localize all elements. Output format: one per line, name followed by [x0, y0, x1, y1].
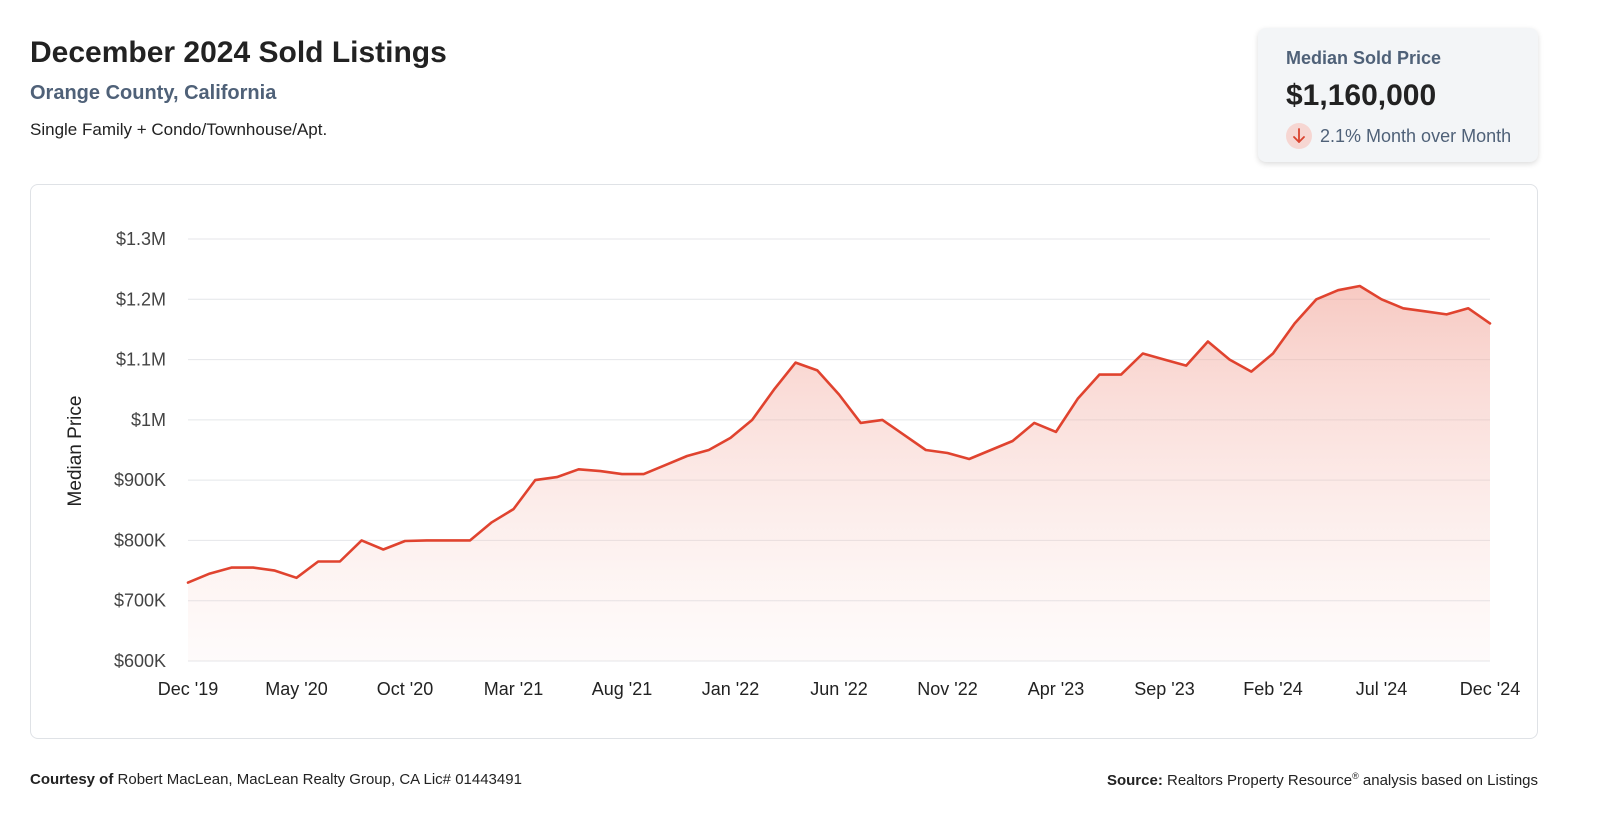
- x-tick-label: Apr '23: [1028, 679, 1084, 699]
- median-price-line: [186, 284, 1492, 584]
- arrow-down-icon: [1286, 123, 1312, 149]
- card-label: Median Sold Price: [1286, 48, 1442, 68]
- y-tick-label: $1.2M: [116, 289, 166, 309]
- x-tick-label: Aug '21: [592, 679, 653, 699]
- x-tick-label: Dec '24: [1460, 679, 1520, 699]
- y-tick-label: $1.1M: [116, 350, 166, 370]
- source-footer: Source: Realtors Property Resource® anal…: [1107, 771, 1538, 789]
- chart-frame: $600K $700K $800K $900K $1M $1.1M $1.2M $1.3M D…: [30, 184, 1538, 739]
- y-tick-label: $700K: [114, 591, 166, 611]
- y-tick-label: $1M: [131, 410, 166, 430]
- x-tick-label: Dec '19: [158, 679, 218, 699]
- source-text: Realtors Property Resource: [1167, 772, 1353, 789]
- courtesy-label: Courtesy of: [30, 771, 114, 788]
- registered-mark: ®: [1352, 771, 1359, 781]
- source-label: Source:: [1106, 772, 1163, 789]
- card-change: 2.1% Month over Month: [1286, 123, 1538, 149]
- y-axis-label: Median Price: [65, 396, 86, 507]
- y-tick-label: $800K: [114, 530, 166, 550]
- x-tick-label: Jun '22: [810, 679, 867, 699]
- courtesy-text: Robert MacLean, MacLean Realty Group, CA…: [117, 771, 522, 788]
- median-price-chart: $600K $700K $800K $900K $1M $1.1M $1.2M $1.3M D…: [65, 229, 1520, 699]
- page-title: December 2024 Sold Listings: [30, 36, 447, 69]
- y-tick-label: $600K: [114, 651, 166, 671]
- x-tick-label: Sep '23: [1134, 679, 1195, 699]
- x-tick-label: Jul '24: [1356, 679, 1407, 699]
- price-area-fill: [188, 286, 1490, 661]
- card-change-text: 2.1% Month over Month: [1320, 125, 1512, 146]
- property-types-label: Single Family + Condo/Townhouse/Apt.: [30, 120, 328, 139]
- location-subtitle: Orange County, California: [30, 82, 277, 104]
- source-suffix: analysis based on Listings: [1362, 772, 1538, 789]
- median-price-card: Median Sold Price $1,160,000 2.1% Month …: [1258, 28, 1538, 162]
- x-tick-label: May '20: [265, 679, 327, 699]
- y-tick-label: $1.3M: [116, 229, 166, 249]
- courtesy-footer: Courtesy of Robert MacLean, MacLean Real…: [30, 771, 522, 788]
- card-value: $1,160,000: [1286, 79, 1437, 112]
- y-tick-label: $900K: [114, 470, 166, 490]
- x-tick-label: Nov '22: [917, 679, 977, 699]
- x-tick-label: Jan '22: [702, 679, 759, 699]
- x-tick-label: Feb '24: [1243, 679, 1302, 699]
- x-tick-label: Mar '21: [484, 679, 543, 699]
- x-tick-label: Oct '20: [377, 679, 433, 699]
